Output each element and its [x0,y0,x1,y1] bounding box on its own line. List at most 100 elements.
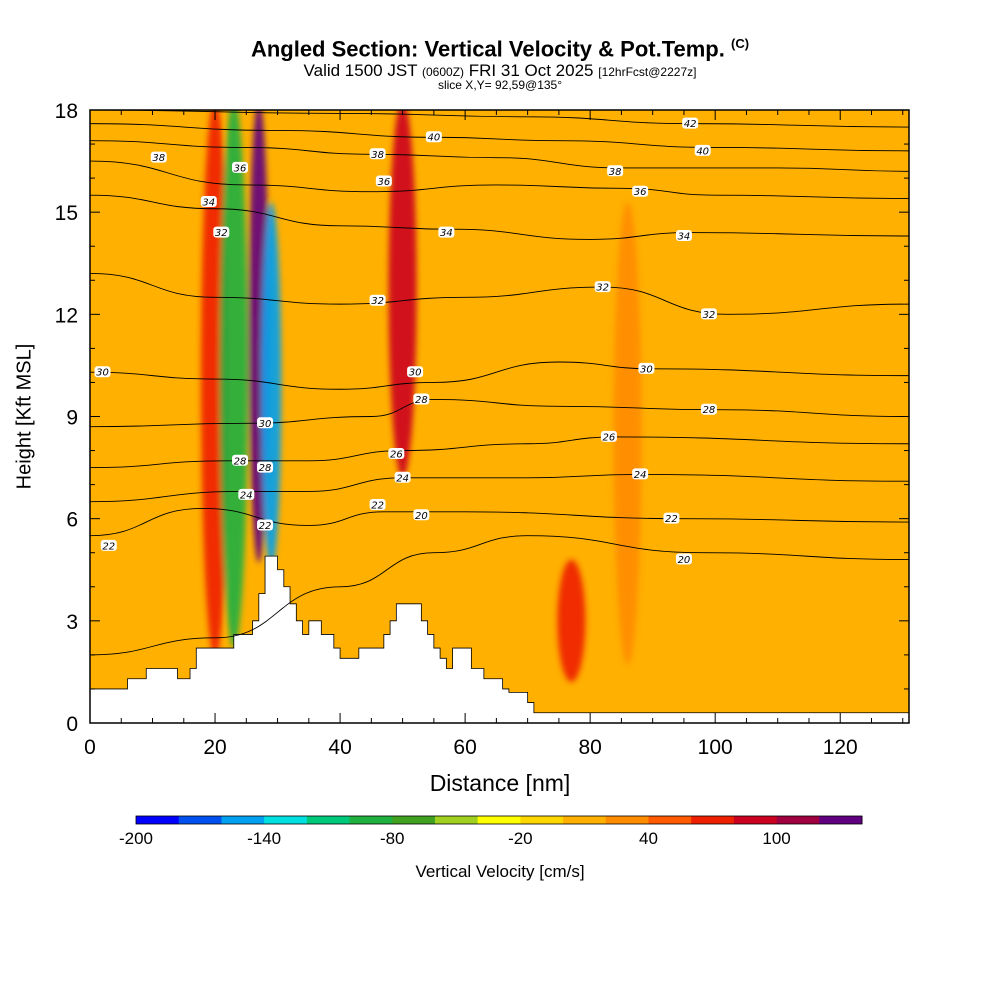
y-tick-label-12: 12 [55,304,78,327]
theta-contour-38 [90,140,909,172]
svg-text:28: 28 [259,463,272,474]
x-tick-label-120: 120 [823,736,858,759]
colorbar-swatch-9 [520,816,564,824]
svg-text:30: 30 [409,368,422,379]
chart-title: Angled Section: Vertical Velocity & Pot.… [250,36,750,62]
svg-text:38: 38 [371,150,384,161]
svg-text:40: 40 [427,133,440,144]
svg-text:38: 38 [609,167,622,178]
x-tick-label-40: 40 [328,736,351,759]
contour-label-0: 38 [150,151,167,164]
theta-contour-28 [90,399,909,428]
colorbar-swatch-16 [819,816,863,824]
colorbar: -200 -140 -80 -20 40 100 [119,815,863,848]
svg-text:30: 30 [96,368,109,379]
svg-text:36: 36 [234,163,247,174]
contour-label-29: 30 [638,362,655,375]
svg-text:26: 26 [603,432,616,443]
svg-text:24: 24 [240,490,253,501]
contour-label-18: 24 [394,471,411,484]
contour-label-12: 30 [257,417,274,430]
terrain [89,555,910,724]
svg-text:22: 22 [259,521,272,532]
contour-label-1: 36 [232,161,249,174]
colorbar-tick--20: -20 [508,829,533,848]
colorbar-swatch-6 [392,816,436,824]
svg-text:32: 32 [215,228,228,239]
colorbar-swatch-0 [136,816,180,824]
colorbar-frame [135,815,863,825]
svg-text:30: 30 [259,419,272,430]
contour-label-24: 38 [607,165,624,178]
svg-text:34: 34 [440,228,453,239]
theta-contour-20 [90,535,909,656]
contour-label-9: 30 [94,366,111,379]
colorbar-tick--140: -140 [247,829,281,848]
svg-text:38: 38 [152,153,165,164]
contour-label-21: 22 [100,539,117,552]
contour-label-17: 26 [388,447,405,460]
contour-label-2: 34 [200,195,217,208]
svg-text:24: 24 [396,473,409,484]
theta-contour-30 [90,361,909,390]
svg-text:36: 36 [634,187,647,198]
svg-text:32: 32 [371,296,384,307]
svg-text:40: 40 [696,146,709,157]
contour-label-28: 32 [700,308,717,321]
colorbar-swatch-5 [349,816,393,824]
svg-text:20: 20 [415,511,428,522]
contour-label-25: 36 [632,185,649,198]
contour-label-32: 24 [632,468,649,481]
contour-label-31: 26 [600,430,617,443]
contour-label-3: 32 [213,226,230,239]
contour-label-10: 30 [407,366,424,379]
contour-label-8: 32 [369,294,386,307]
contour-label-22: 42 [682,117,699,130]
colorbar-label: Vertical Velocity [cm/s] [415,862,585,881]
contour-label-13: 28 [257,461,274,474]
theta-contour-36 [90,160,909,199]
colorbar-swatch-12 [648,816,692,824]
valid-time-line: Valid 1500 JST (0600Z) FRI 31 Oct 2025 [… [303,61,697,80]
title-tag: (C) [731,36,750,51]
svg-text:32: 32 [703,310,716,321]
contour-label-4: 38 [369,148,386,161]
velocity-feature-4 [388,110,417,478]
contour-label-20: 20 [413,509,430,522]
x-tick-label-80: 80 [578,736,601,759]
svg-text:36: 36 [377,177,390,188]
svg-text:34: 34 [678,232,691,243]
colorbar-swatch-10 [563,816,607,824]
y-tick-label-0: 0 [66,713,78,736]
colorbar-swatch-2 [221,816,265,824]
colorbar-swatch-3 [264,816,308,824]
contour-label-30: 28 [700,403,717,416]
svg-text:32: 32 [596,283,609,294]
contour-label-19: 22 [369,499,386,512]
svg-text:20: 20 [678,555,691,566]
terrain-profile [89,555,910,724]
contour-labels: 38 36 34 32 38 36 40 34 32 30 30 28 30 28 28 24 22 26 24 22… [94,117,717,566]
y-tick-label-3: 3 [66,611,78,634]
contour-label-26: 34 [675,230,692,243]
colorbar-tick-40: 40 [639,829,658,848]
velocity-feature-6 [613,202,642,665]
svg-text:22: 22 [371,501,384,512]
colorbar-swatch-8 [477,816,521,824]
velocity-field [90,110,909,723]
contour-label-15: 24 [238,488,255,501]
colorbar-swatch-7 [434,816,479,824]
contour-label-34: 20 [675,553,692,566]
y-tick-label-15: 15 [55,202,78,225]
colorbar-tick-100: 100 [762,829,790,848]
theta-contours [90,110,909,656]
y-tick-label-9: 9 [66,407,78,430]
y-axis-label: Height [Kft MSL] [13,343,36,490]
svg-text:26: 26 [390,449,403,460]
svg-text:22: 22 [665,514,678,525]
svg-text:22: 22 [102,541,115,552]
x-tick-label-60: 60 [453,736,476,759]
svg-text:30: 30 [640,364,653,375]
